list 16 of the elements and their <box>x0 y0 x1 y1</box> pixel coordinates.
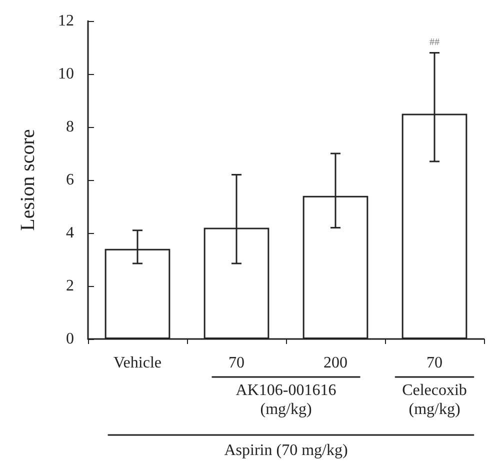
annotation: ## <box>430 36 440 48</box>
x-tick-label: 70 <box>426 354 442 372</box>
y-tick-label: 12 <box>58 12 74 30</box>
x-tick-label: 200 <box>324 354 348 372</box>
y-tick-label: 8 <box>66 118 74 136</box>
y-tick-label: 4 <box>66 224 74 242</box>
y-tick-label: 0 <box>66 330 74 348</box>
y-tick-label: 10 <box>58 66 74 82</box>
x-tick-label: 70 <box>228 354 244 372</box>
x-tick-label: Vehicle <box>114 354 162 372</box>
y-tick-label: 2 <box>66 278 74 294</box>
y-axis-title: Lesion score <box>17 129 39 231</box>
y-tick-label: 6 <box>66 172 74 188</box>
text: Aspirin (70 mg/kg) <box>224 442 348 459</box>
text: Celecoxib (mg/kg) <box>402 382 467 418</box>
text: AK106-001616 (mg/kg) <box>236 382 336 418</box>
